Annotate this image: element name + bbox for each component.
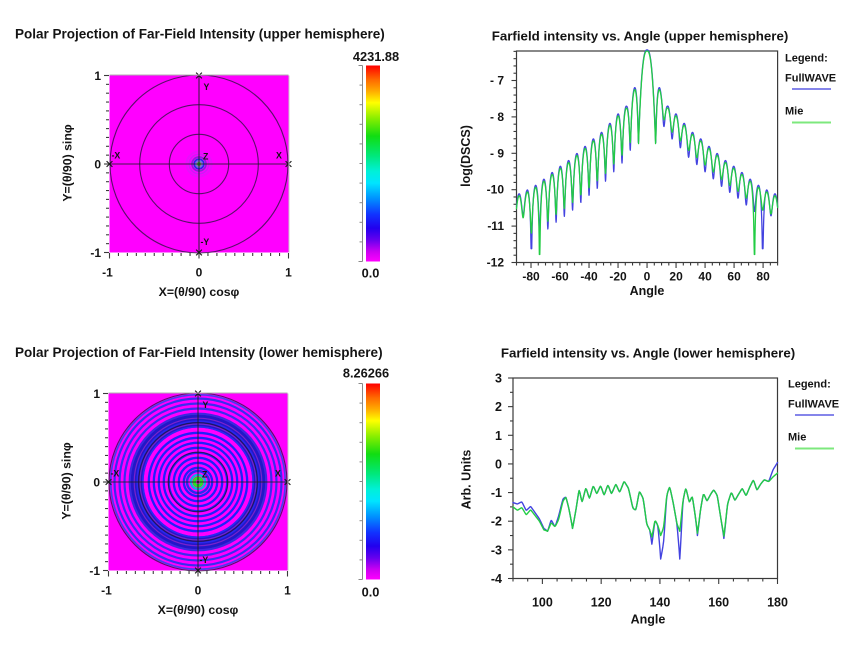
svg-text:-4: -4 xyxy=(491,572,502,586)
svg-text:0: 0 xyxy=(93,476,100,490)
svg-text:Legend:: Legend: xyxy=(785,53,828,65)
svg-text:Y=(θ/90) sinφ: Y=(θ/90) sinφ xyxy=(60,442,74,519)
svg-text:-1: -1 xyxy=(102,266,113,280)
svg-text:1: 1 xyxy=(284,584,291,598)
svg-text:-Y: -Y xyxy=(201,237,210,247)
svg-text:-1: -1 xyxy=(101,584,112,598)
svg-text:- 9: - 9 xyxy=(490,146,504,160)
svg-text:-X: -X xyxy=(111,469,120,479)
svg-text:-Y: -Y xyxy=(200,555,209,565)
svg-text:X: X xyxy=(276,151,282,161)
svg-text:Polar Projection of Far-Field: Polar Projection of Far-Field Intensity … xyxy=(15,345,383,360)
svg-text:0: 0 xyxy=(195,584,202,598)
svg-text:-40: -40 xyxy=(580,270,598,284)
svg-text:X=(θ/90) cosφ: X=(θ/90) cosφ xyxy=(159,285,240,299)
svg-text:40: 40 xyxy=(698,270,712,284)
svg-text:Angle: Angle xyxy=(630,284,665,298)
svg-text:-12: -12 xyxy=(487,256,505,270)
svg-text:180: 180 xyxy=(767,596,788,610)
svg-text:0: 0 xyxy=(495,457,502,471)
svg-text:Z: Z xyxy=(203,152,209,162)
svg-text:20: 20 xyxy=(669,270,683,284)
svg-text:Y: Y xyxy=(203,400,209,410)
svg-text:Y: Y xyxy=(204,82,210,92)
svg-text:X=(θ/90) cosφ: X=(θ/90) cosφ xyxy=(158,603,239,617)
svg-text:log(DSCS): log(DSCS) xyxy=(459,125,473,187)
svg-text:Y=(θ/90) sinφ: Y=(θ/90) sinφ xyxy=(61,124,75,201)
svg-text:X: X xyxy=(275,469,281,479)
svg-text:160: 160 xyxy=(708,596,729,610)
svg-text:8.26266: 8.26266 xyxy=(343,366,389,381)
svg-text:1: 1 xyxy=(94,69,101,83)
svg-text:FullWAVE: FullWAVE xyxy=(788,399,839,411)
svg-text:-11: -11 xyxy=(487,219,504,233)
svg-text:Mie: Mie xyxy=(785,106,803,118)
svg-text:0.0: 0.0 xyxy=(362,266,380,281)
svg-text:-1: -1 xyxy=(90,246,101,260)
svg-text:-X: -X xyxy=(112,151,121,161)
svg-text:Arb. Units: Arb. Units xyxy=(460,450,474,510)
svg-text:-1: -1 xyxy=(89,564,100,578)
svg-text:Farfield intensity vs. Angle (: Farfield intensity vs. Angle (lower hemi… xyxy=(501,346,795,361)
svg-text:-1: -1 xyxy=(491,486,502,500)
svg-text:1: 1 xyxy=(495,429,502,443)
svg-text:Mie: Mie xyxy=(788,432,806,444)
svg-text:100: 100 xyxy=(532,596,553,610)
svg-text:Z: Z xyxy=(202,470,208,480)
svg-text:80: 80 xyxy=(756,270,770,284)
svg-text:3: 3 xyxy=(495,372,502,386)
svg-text:0: 0 xyxy=(196,266,203,280)
svg-text:FullWAVE: FullWAVE xyxy=(785,73,836,85)
svg-text:-60: -60 xyxy=(551,270,569,284)
svg-text:4231.88: 4231.88 xyxy=(353,49,399,64)
svg-text:2: 2 xyxy=(495,400,502,414)
svg-text:-10: -10 xyxy=(487,183,505,197)
svg-text:Polar Projection of Far-Field: Polar Projection of Far-Field Intensity … xyxy=(15,27,385,42)
svg-text:0: 0 xyxy=(94,158,101,172)
svg-text:- 8: - 8 xyxy=(490,110,504,124)
svg-text:-20: -20 xyxy=(609,270,627,284)
svg-text:-80: -80 xyxy=(522,270,540,284)
svg-text:60: 60 xyxy=(727,270,741,284)
svg-text:-3: -3 xyxy=(491,543,502,557)
svg-text:1: 1 xyxy=(285,266,292,280)
svg-text:0.0: 0.0 xyxy=(362,585,380,600)
svg-text:Legend:: Legend: xyxy=(788,379,831,391)
svg-text:0: 0 xyxy=(644,270,651,284)
svg-text:140: 140 xyxy=(649,596,670,610)
svg-text:1: 1 xyxy=(93,387,100,401)
svg-text:Angle: Angle xyxy=(631,613,666,627)
svg-text:- 7: - 7 xyxy=(490,74,504,88)
svg-text:-2: -2 xyxy=(491,515,502,529)
svg-text:Farfield intensity vs. Angle (: Farfield intensity vs. Angle (upper hemi… xyxy=(492,29,789,44)
svg-text:120: 120 xyxy=(591,596,612,610)
